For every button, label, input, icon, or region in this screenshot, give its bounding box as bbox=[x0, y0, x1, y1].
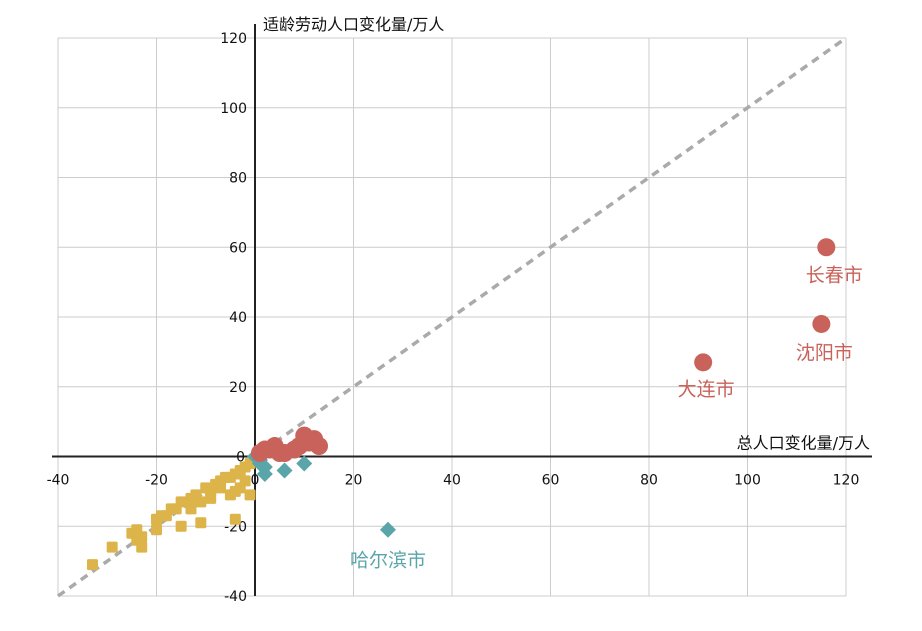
y-tick-label: 80 bbox=[229, 171, 247, 187]
x-tick-label: 100 bbox=[734, 473, 761, 489]
data-point-square bbox=[244, 489, 256, 501]
data-point-square bbox=[86, 559, 98, 571]
y-tick-label: 40 bbox=[229, 310, 247, 326]
data-point-square bbox=[185, 503, 197, 515]
city-label: 哈尔滨市 bbox=[350, 550, 426, 572]
data-point-diamond bbox=[379, 521, 396, 538]
data-point-square bbox=[151, 524, 162, 536]
y-tick-label: 20 bbox=[229, 380, 247, 396]
x-tick-label: 0 bbox=[251, 473, 260, 489]
y-tick-label: 60 bbox=[229, 240, 247, 256]
data-point-square bbox=[195, 496, 207, 508]
data-point-circle bbox=[310, 437, 329, 456]
x-tick-label: -20 bbox=[145, 473, 168, 489]
y-tick-label: 120 bbox=[220, 31, 247, 47]
data-point-square bbox=[175, 496, 187, 508]
data-point-circle bbox=[290, 437, 309, 456]
x-tick-label: 40 bbox=[443, 473, 461, 489]
data-point-diamond bbox=[276, 462, 293, 479]
data-point-circle bbox=[270, 444, 289, 463]
data-point-square bbox=[239, 475, 251, 487]
city-label: 长春市 bbox=[806, 264, 863, 286]
y-tick-label: 100 bbox=[220, 101, 247, 117]
x-tick-label: 80 bbox=[640, 473, 658, 489]
y-tick-label: -40 bbox=[224, 589, 247, 605]
city-label: 大连市 bbox=[678, 378, 735, 400]
data-point-square bbox=[106, 541, 118, 553]
x-tick-label: -40 bbox=[47, 473, 70, 489]
data-points bbox=[86, 238, 836, 571]
data-point-square bbox=[229, 513, 241, 525]
data-point-circle bbox=[694, 353, 713, 372]
x-tick-label: 60 bbox=[542, 473, 560, 489]
y-tick-label: 0 bbox=[236, 450, 245, 466]
y-axis-title: 适龄劳动人口变化量/万人 bbox=[263, 15, 444, 34]
city-label: 沈阳市 bbox=[796, 342, 853, 364]
x-axis-title: 总人口变化量/万人 bbox=[737, 434, 870, 453]
data-point-circle bbox=[817, 238, 836, 257]
x-tick-label: 20 bbox=[345, 473, 363, 489]
x-tick-label: 120 bbox=[833, 473, 860, 489]
axes bbox=[52, 24, 872, 596]
data-point-square bbox=[131, 534, 143, 546]
x-tick-labels: -40 -20 0 20 40 60 80 100 120 bbox=[47, 473, 860, 489]
data-point-circle bbox=[812, 314, 831, 333]
data-point-square bbox=[195, 517, 207, 529]
data-point-square bbox=[175, 520, 187, 532]
data-point-diamond bbox=[256, 458, 273, 475]
data-point-diamond bbox=[296, 455, 313, 472]
